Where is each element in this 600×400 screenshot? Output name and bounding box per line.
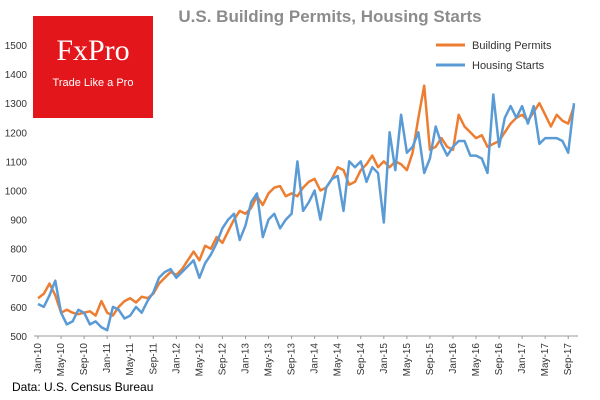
y-tick-label: 1500 (5, 41, 28, 52)
x-tick-label: Jan-12 (171, 343, 182, 374)
x-tick-label: Jan-17 (517, 343, 528, 374)
legend-label-housing-starts: Housing Starts (472, 60, 545, 72)
y-axis: 500 600 700 800 900 1000 1100 1200 1300 1400 1500 (5, 41, 28, 343)
x-tick-label: Sep-15 (425, 343, 436, 376)
series-line-housing-starts (37, 93, 576, 332)
x-tick-label: Sep-16 (494, 343, 505, 376)
x-tick-label: Sep-12 (217, 343, 228, 376)
x-tick-label: Sep-14 (356, 343, 367, 376)
x-tick-label: Sep-11 (148, 343, 159, 375)
y-tick-label: 1000 (5, 187, 28, 198)
x-tick-label: Jan-11 (102, 343, 113, 373)
x-tick-label: May-11 (125, 343, 136, 376)
y-tick-label: 1300 (5, 99, 28, 110)
logo-tagline: Trade Like a Pro (52, 77, 134, 89)
x-tick-label: May-14 (333, 343, 344, 377)
y-tick-label: 1200 (5, 128, 28, 139)
x-tick-label: May-15 (402, 343, 413, 377)
data-source: Data: U.S. Census Bureau (12, 380, 154, 394)
y-tick-label: 1100 (5, 157, 27, 168)
logo-name: FxPro (56, 34, 130, 67)
x-tick-label: Jan-13 (240, 343, 251, 374)
x-tick-label: Jan-14 (310, 343, 321, 374)
y-tick-label: 900 (10, 216, 27, 227)
plot-area (37, 84, 576, 332)
legend: Building Permits Housing Starts (436, 40, 552, 72)
x-tick-label: May-13 (264, 343, 275, 377)
x-tick-label: Jan-15 (379, 343, 390, 374)
y-tick-label: 800 (10, 245, 27, 256)
x-tick-label: May-12 (194, 343, 205, 377)
y-tick-label: 500 (10, 332, 27, 343)
y-tick-label: 700 (10, 274, 27, 285)
fxpro-logo: FxPro Trade Like a Pro (33, 16, 153, 118)
chart-title: U.S. Building Permits, Housing Starts (178, 7, 481, 26)
x-tick-label: Sep-17 (563, 343, 574, 376)
series-line-building-permits (37, 84, 576, 317)
y-tick-label: 1400 (5, 70, 28, 81)
legend-label-building-permits: Building Permits (472, 40, 552, 52)
x-tick-label: Jan-16 (448, 343, 459, 374)
y-tick-label: 600 (10, 303, 27, 314)
x-tick-label: May-17 (540, 343, 551, 377)
x-tick-label: Sep-13 (287, 343, 298, 376)
x-tick-label: Sep-10 (79, 343, 90, 376)
x-tick-label: May-10 (56, 343, 67, 377)
x-axis: Jan-10 May-10 Sep-10 Jan-11 May-11 Sep-11 Jan-… (33, 335, 578, 377)
x-tick-label: Jan-10 (33, 343, 44, 374)
x-tick-label: May-16 (471, 343, 482, 377)
